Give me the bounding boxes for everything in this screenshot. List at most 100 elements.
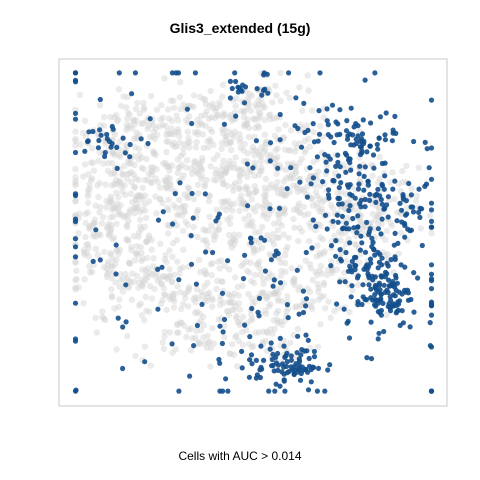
background-point [354,207,361,215]
background-point [277,272,285,279]
highlighted-point [238,87,244,93]
background-point [408,185,415,192]
background-point [255,148,262,156]
highlighted-point [298,352,304,358]
background-point [214,170,222,177]
background-point [120,171,127,178]
background-point [125,157,132,165]
background-point [224,182,231,190]
background-point [234,318,241,326]
highlighted-point [257,367,263,373]
background-point [92,245,100,252]
background-point [312,268,319,276]
background-point [135,156,142,163]
highlighted-point [277,335,283,341]
highlighted-point [401,220,407,226]
background-point [223,308,231,315]
background-point [160,345,168,352]
background-point [72,197,79,204]
background-point [254,103,261,111]
background-point [145,198,153,205]
background-point [310,158,317,165]
background-point [273,155,280,163]
background-point [137,300,144,307]
highlighted-point [356,171,362,177]
highlighted-point [173,70,179,76]
background-point [186,113,193,120]
background-point [127,160,134,167]
background-point [133,205,140,212]
background-point [168,279,175,286]
highlighted-point [375,226,381,232]
background-point [148,179,155,186]
background-point [318,198,326,205]
background-point [72,177,79,185]
highlighted-point [410,209,417,215]
background-point [226,298,234,306]
background-point [125,277,132,284]
background-point [115,194,122,201]
background-point [389,169,396,176]
highlighted-point [248,240,254,246]
highlighted-point [428,344,435,350]
highlighted-point [357,163,363,169]
background-point [92,202,99,209]
background-point [296,159,303,167]
background-point [150,150,157,157]
highlighted-point [384,287,390,293]
background-point [117,277,124,284]
highlighted-point [311,348,317,355]
background-point [151,135,159,143]
background-point [241,123,248,130]
background-point [217,296,224,304]
highlighted-point [266,388,272,394]
background-point [183,164,190,171]
background-point [267,181,275,188]
background-point [96,179,103,187]
background-point [324,271,331,279]
background-point [227,220,234,227]
background-point [292,163,299,170]
background-point [129,270,136,277]
background-point [72,198,79,205]
highlighted-point [258,235,264,241]
highlighted-point [361,173,367,179]
highlighted-point [199,301,205,307]
background-point [226,140,233,147]
background-point [152,273,159,280]
background-point [226,157,233,165]
background-point [213,177,220,184]
background-point [120,93,127,100]
background-point [174,258,181,265]
background-point [274,319,281,326]
background-point [144,265,151,272]
highlighted-point [408,192,414,198]
background-point [85,171,92,178]
background-point [214,258,222,265]
background-point [192,334,199,341]
highlighted-point [305,387,312,393]
background-point [87,177,95,184]
background-point [194,116,201,124]
background-point [146,133,154,141]
background-point [165,115,173,122]
background-point [382,236,389,243]
background-point [156,195,164,202]
background-point [257,158,264,165]
background-point [166,247,173,254]
background-point [114,246,121,254]
highlighted-point [296,311,302,317]
background-point [306,220,313,227]
background-point [231,128,238,135]
background-point [140,279,148,286]
highlighted-point [219,340,225,347]
background-point [151,285,158,292]
background-point [199,292,206,299]
highlighted-point [267,346,273,352]
highlighted-point [303,249,309,256]
highlighted-point [356,181,362,187]
highlighted-point [362,164,368,170]
background-point [154,277,162,285]
highlighted-point [159,264,165,270]
background-point [280,191,287,198]
